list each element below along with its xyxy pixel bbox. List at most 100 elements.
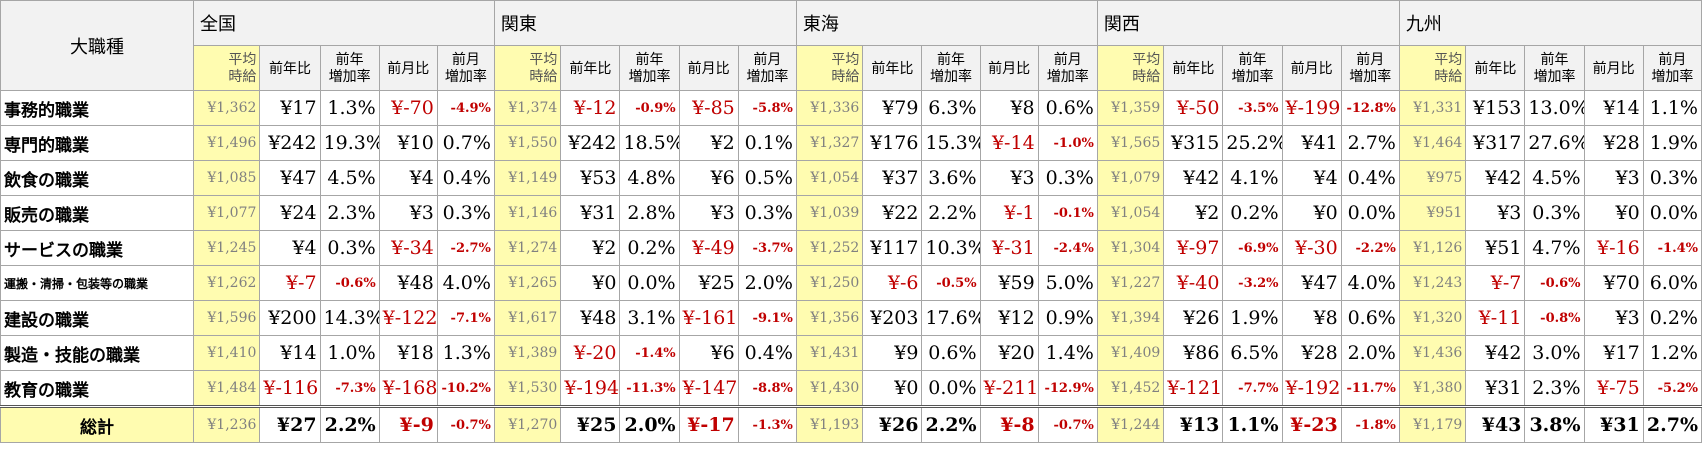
cell-kanto-yoy-rate[interactable]: -11.3%: [619, 370, 680, 407]
cell-kanto-yoy-rate[interactable]: 0.2%: [619, 230, 680, 266]
cell-national-avg-wage[interactable]: ¥1,496: [192, 125, 261, 161]
cell-tokai-yoy-diff[interactable]: ¥79: [862, 90, 923, 126]
cell-kyushu-mom-diff[interactable]: ¥31: [1583, 405, 1644, 443]
cell-kyushu-yoy-diff[interactable]: ¥31: [1465, 370, 1526, 407]
cell-kanto-yoy-diff[interactable]: ¥48: [560, 300, 621, 336]
cell-kanto-avg-wage[interactable]: ¥1,389: [493, 335, 562, 371]
cell-kansai-mom-diff[interactable]: ¥-23: [1281, 405, 1342, 443]
cell-national-mom-rate[interactable]: 0.3%: [436, 195, 495, 231]
cell-national-mom-diff[interactable]: ¥-34: [378, 230, 438, 266]
cell-national-mom-rate[interactable]: -2.7%: [436, 230, 495, 266]
cell-tokai-mom-diff[interactable]: ¥-8: [979, 405, 1039, 443]
cell-tokai-yoy-rate[interactable]: 17.6%: [921, 300, 981, 336]
cell-tokai-mom-diff[interactable]: ¥8: [979, 90, 1039, 126]
cell-kyushu-yoy-rate[interactable]: 2.3%: [1524, 370, 1585, 407]
cell-kanto-yoy-diff[interactable]: ¥0: [560, 265, 621, 301]
cell-tokai-mom-rate[interactable]: 0.9%: [1037, 300, 1098, 336]
cell-kanto-yoy-rate[interactable]: 2.8%: [619, 195, 680, 231]
cell-kansai-yoy-diff[interactable]: ¥86: [1163, 335, 1224, 371]
cell-kanto-yoy-rate[interactable]: -1.4%: [619, 335, 680, 371]
cell-kanto-yoy-diff[interactable]: ¥242: [560, 125, 621, 161]
cell-kansai-avg-wage[interactable]: ¥1,227: [1096, 265, 1165, 301]
cell-kanto-avg-wage[interactable]: ¥1,374: [493, 90, 562, 126]
cell-national-mom-rate[interactable]: 4.0%: [436, 265, 495, 301]
cell-kyushu-mom-diff[interactable]: ¥14: [1583, 90, 1644, 126]
subheader-kyushu-avg-wage[interactable]: 平均 時給: [1398, 45, 1467, 91]
subheader-kansai-mom-diff[interactable]: 前月比: [1281, 45, 1342, 91]
cell-kyushu-yoy-diff[interactable]: ¥42: [1465, 160, 1526, 196]
cell-kanto-yoy-rate[interactable]: 0.0%: [619, 265, 680, 301]
cell-kyushu-mom-rate[interactable]: 0.3%: [1642, 160, 1703, 196]
cell-tokai-avg-wage[interactable]: ¥1,039: [795, 195, 864, 231]
cell-kyushu-mom-diff[interactable]: ¥-75: [1583, 370, 1644, 407]
cell-kanto-yoy-rate[interactable]: 3.1%: [619, 300, 680, 336]
cell-national-yoy-diff[interactable]: ¥242: [259, 125, 321, 161]
cell-kyushu-yoy-diff[interactable]: ¥51: [1465, 230, 1526, 266]
subheader-tokai-mom-diff[interactable]: 前月比: [979, 45, 1039, 91]
cell-kanto-avg-wage[interactable]: ¥1,617: [493, 300, 562, 336]
subheader-kansai-yoy-diff[interactable]: 前年比: [1163, 45, 1224, 91]
cell-tokai-mom-rate[interactable]: 0.6%: [1037, 90, 1098, 126]
cell-tokai-mom-rate[interactable]: 1.4%: [1037, 335, 1098, 371]
cell-tokai-mom-diff[interactable]: ¥-1: [979, 195, 1039, 231]
cell-tokai-mom-rate[interactable]: -1.0%: [1037, 125, 1098, 161]
cell-tokai-mom-diff[interactable]: ¥59: [979, 265, 1039, 301]
cell-kanto-yoy-diff[interactable]: ¥25: [560, 405, 621, 443]
cell-kyushu-yoy-diff[interactable]: ¥153: [1465, 90, 1526, 126]
cell-kanto-yoy-diff[interactable]: ¥-12: [560, 90, 621, 126]
cell-kyushu-yoy-rate[interactable]: 13.0%: [1524, 90, 1585, 126]
cell-kanto-yoy-diff[interactable]: ¥53: [560, 160, 621, 196]
cell-kansai-avg-wage[interactable]: ¥1,452: [1096, 370, 1165, 407]
cell-national-mom-diff[interactable]: ¥4: [378, 160, 438, 196]
cell-kansai-mom-diff[interactable]: ¥8: [1281, 300, 1342, 336]
subheader-kyushu-mom-diff[interactable]: 前月比: [1583, 45, 1644, 91]
cell-national-yoy-rate[interactable]: 0.3%: [319, 230, 380, 266]
cell-national-yoy-rate[interactable]: 1.3%: [319, 90, 380, 126]
subheader-tokai-yoy-rate[interactable]: 前年 増加率: [921, 45, 981, 91]
subheader-kanto-avg-wage[interactable]: 平均 時給: [493, 45, 562, 91]
row-label[interactable]: 製造・技能の職業: [0, 335, 194, 371]
cell-kanto-mom-diff[interactable]: ¥-147: [678, 370, 739, 407]
cell-kansai-avg-wage[interactable]: ¥1,565: [1096, 125, 1165, 161]
cell-tokai-yoy-rate[interactable]: 0.6%: [921, 335, 981, 371]
cell-national-mom-rate[interactable]: 0.7%: [436, 125, 495, 161]
cell-kanto-yoy-diff[interactable]: ¥2: [560, 230, 621, 266]
cell-tokai-mom-diff[interactable]: ¥-31: [979, 230, 1039, 266]
cell-kanto-mom-rate[interactable]: 2.0%: [737, 265, 797, 301]
cell-kanto-mom-rate[interactable]: -8.8%: [737, 370, 797, 407]
cell-kanto-yoy-rate[interactable]: 18.5%: [619, 125, 680, 161]
cell-kansai-avg-wage[interactable]: ¥1,304: [1096, 230, 1165, 266]
cell-kanto-yoy-diff[interactable]: ¥31: [560, 195, 621, 231]
cell-kyushu-yoy-diff[interactable]: ¥42: [1465, 335, 1526, 371]
cell-tokai-mom-diff[interactable]: ¥3: [979, 160, 1039, 196]
cell-kyushu-avg-wage[interactable]: ¥1,243: [1398, 265, 1467, 301]
cell-national-yoy-rate[interactable]: 2.2%: [319, 405, 380, 443]
cell-kansai-mom-rate[interactable]: -11.7%: [1340, 370, 1400, 407]
cell-national-yoy-rate[interactable]: 4.5%: [319, 160, 380, 196]
cell-kanto-avg-wage[interactable]: ¥1,149: [493, 160, 562, 196]
cell-tokai-mom-rate[interactable]: -12.9%: [1037, 370, 1098, 407]
cell-kansai-yoy-diff[interactable]: ¥-50: [1163, 90, 1224, 126]
cell-kyushu-avg-wage[interactable]: ¥1,126: [1398, 230, 1467, 266]
row-label[interactable]: 販売の職業: [0, 195, 194, 231]
cell-national-avg-wage[interactable]: ¥1,362: [192, 90, 261, 126]
cell-national-yoy-rate[interactable]: 1.0%: [319, 335, 380, 371]
cell-national-mom-rate[interactable]: -0.7%: [436, 405, 495, 443]
cell-kyushu-yoy-rate[interactable]: 27.6%: [1524, 125, 1585, 161]
cell-kyushu-mom-diff[interactable]: ¥0: [1583, 195, 1644, 231]
cell-kansai-mom-diff[interactable]: ¥0: [1281, 195, 1342, 231]
cell-national-yoy-rate[interactable]: 19.3%: [319, 125, 380, 161]
cell-national-avg-wage[interactable]: ¥1,077: [192, 195, 261, 231]
cell-kansai-mom-rate[interactable]: 2.0%: [1340, 335, 1400, 371]
subheader-kyushu-yoy-diff[interactable]: 前年比: [1465, 45, 1526, 91]
cell-kansai-mom-rate[interactable]: 4.0%: [1340, 265, 1400, 301]
cell-national-avg-wage[interactable]: ¥1,262: [192, 265, 261, 301]
cell-kyushu-avg-wage[interactable]: ¥1,436: [1398, 335, 1467, 371]
cell-kyushu-yoy-diff[interactable]: ¥43: [1465, 405, 1526, 443]
cell-tokai-mom-rate[interactable]: -2.4%: [1037, 230, 1098, 266]
cell-kyushu-mom-rate[interactable]: 1.2%: [1642, 335, 1703, 371]
cell-kansai-mom-rate[interactable]: 0.4%: [1340, 160, 1400, 196]
cell-kyushu-mom-rate[interactable]: 1.1%: [1642, 90, 1703, 126]
cell-kansai-mom-rate[interactable]: 0.6%: [1340, 300, 1400, 336]
cell-tokai-mom-rate[interactable]: 5.0%: [1037, 265, 1098, 301]
